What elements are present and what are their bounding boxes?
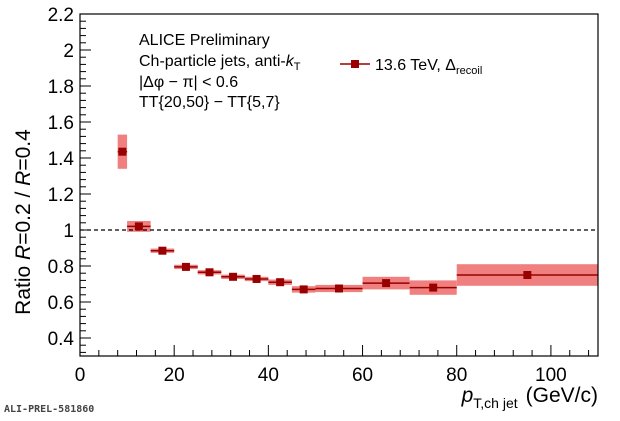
x-tick-label: 0: [75, 365, 86, 386]
annotation-alice: ALICE Preliminary: [139, 32, 270, 49]
data-point-4: [205, 268, 214, 277]
figure-id: ALI-PREL-581860: [4, 404, 95, 415]
data-point-9: [335, 284, 343, 293]
data-point-6: [252, 274, 261, 283]
data-point-1: [134, 222, 143, 231]
data-point-3: [181, 262, 190, 271]
data-point-8: [299, 285, 308, 294]
data-point-7: [276, 278, 285, 287]
y-tick-label: 1.8: [48, 77, 74, 98]
x-tick-label: 80: [446, 365, 467, 386]
y-axis-title: Ratio R=0.2 / R=0.4: [12, 129, 35, 315]
data-point-10: [382, 279, 391, 288]
y-tick-label: 1.4: [48, 149, 75, 170]
data-point-2: [158, 246, 167, 255]
legend-label: 13.6 TeV, Δrecoil: [375, 57, 482, 77]
legend: 13.6 TeV, Δrecoil: [340, 57, 482, 77]
annotation-jets: Ch-particle jets, anti-kT: [139, 53, 301, 73]
annotation-tt: TT{20,50} − TT{5,7}: [139, 94, 280, 111]
data-point-12: [523, 271, 532, 279]
tick-labels: 0 20 40 60 80 100 0.4 0.6 0.8 1 1.2 1.4 1.6 1.8 2 2.2: [48, 5, 567, 386]
y-tick-label: 0.8: [48, 257, 74, 278]
plot-frame: [79, 13, 599, 357]
y-tick-label: 2.2: [48, 5, 74, 26]
y-tick-label: 1: [63, 221, 74, 242]
x-axis-title: pT,ch jet (GeV/c): [461, 384, 598, 411]
data-point-11: [429, 283, 438, 292]
x-tick-label: 20: [164, 365, 185, 386]
y-tick-label: 1.2: [48, 185, 74, 206]
y-tick-label: 0.4: [48, 329, 75, 350]
x-tick-label: 100: [535, 365, 567, 386]
data-point-5: [229, 272, 238, 281]
x-tick-label: 40: [258, 365, 279, 386]
x-tick-label: 60: [352, 365, 373, 386]
legend-marker: [351, 60, 359, 68]
axis-ticks: [79, 13, 590, 356]
data-point-0: [118, 147, 127, 156]
y-tick-label: 2: [63, 41, 74, 62]
y-tick-label: 1.6: [48, 113, 74, 134]
data-points: [118, 147, 532, 294]
annotation-delta-phi: |Δφ − π| < 0.6: [139, 74, 238, 91]
y-tick-label: 0.6: [48, 293, 74, 314]
annotation-block: ALICE Preliminary Ch-particle jets, anti…: [139, 32, 301, 111]
